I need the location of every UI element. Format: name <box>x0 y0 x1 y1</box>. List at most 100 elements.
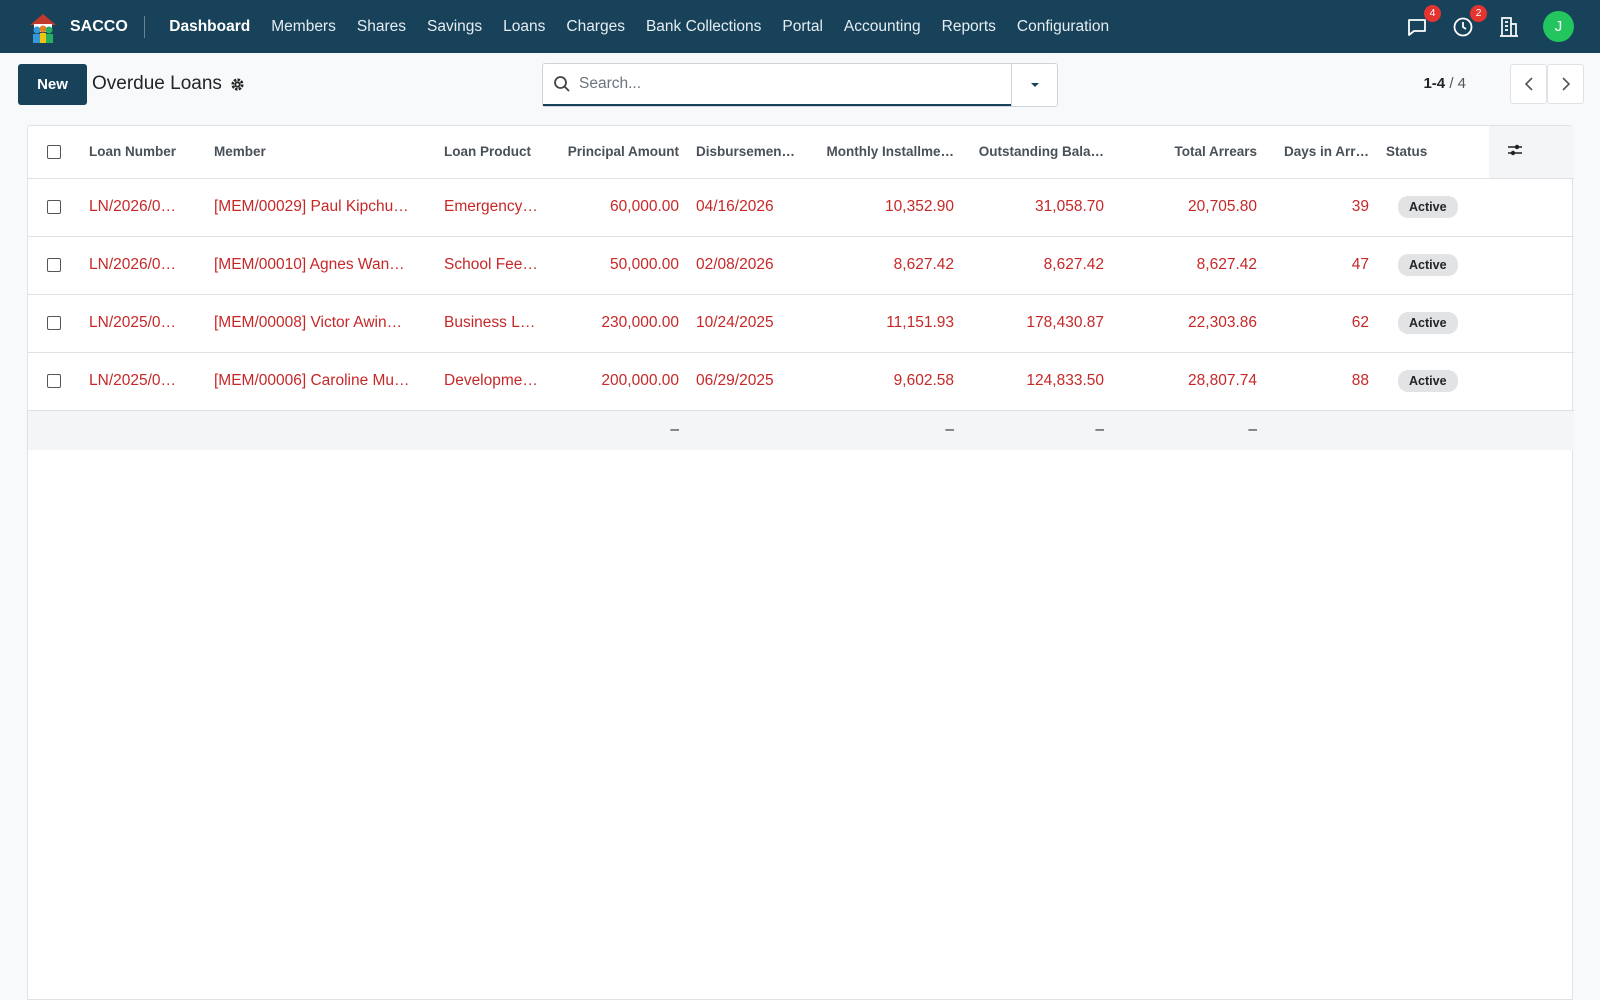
column-header[interactable]: Days in Arr… <box>1257 126 1369 179</box>
column-header[interactable]: Member <box>197 126 427 179</box>
search-input[interactable]: Search... <box>543 64 1011 106</box>
cell: 88 <box>1257 352 1369 411</box>
menu-item[interactable]: Bank Collections <box>645 17 762 35</box>
search-toggle[interactable] <box>1011 64 1057 106</box>
column-header[interactable]: Total Arrears <box>1104 126 1257 179</box>
gear[interactable] <box>230 77 245 92</box>
cell: 50,000.00 <box>539 236 679 295</box>
cell: Business L… <box>427 294 539 353</box>
status-cell: Active <box>1369 294 1489 353</box>
row-checkbox[interactable] <box>47 257 61 272</box>
cell: 31,058.70 <box>954 178 1104 237</box>
cell: 10,352.90 <box>814 178 954 237</box>
column-header[interactable]: Outstanding Bala… <box>954 126 1104 179</box>
company[interactable] <box>1497 15 1521 39</box>
row-end <box>1489 178 1574 237</box>
row-checkbox[interactable] <box>47 373 61 388</box>
cell: 04/16/2026 <box>679 178 814 237</box>
footer-total: – <box>1104 410 1257 450</box>
cell: 02/08/2026 <box>679 236 814 295</box>
table: Loan Number Member Loan Product Principal A… <box>28 126 1574 450</box>
cell: LN/2026/0… <box>72 236 197 295</box>
column-header[interactable]: Principal Amount <box>539 126 679 179</box>
menu-item[interactable]: Loans <box>503 17 546 35</box>
menu-item[interactable]: Reports <box>941 17 996 35</box>
footer-cell <box>1369 410 1489 450</box>
search-box: Search... <box>542 63 1058 107</box>
column-header[interactable]: Loan Number <box>72 126 197 179</box>
pager-total: 4 <box>1457 75 1466 92</box>
cell: [MEM/00008] Victor Awin… <box>197 294 427 353</box>
avatar[interactable]: J <box>1543 11 1574 42</box>
checkbox-cell <box>28 236 72 295</box>
cell: 28,807.74 <box>1104 352 1257 411</box>
menu-item[interactable]: Accounting <box>843 17 921 35</box>
cell: 39 <box>1257 178 1369 237</box>
table-row[interactable]: LN/2025/0… [MEM/00006] Caroline Mu… Develo… <box>28 352 1574 411</box>
cell: LN/2026/0… <box>72 178 197 237</box>
menu-item[interactable]: Savings <box>426 17 483 35</box>
cell: LN/2025/0… <box>72 294 197 353</box>
status-badge: Active <box>1398 254 1458 276</box>
menu: Dashboard Members Shares Savings Loans Charge… <box>159 18 1120 36</box>
row-checkbox[interactable] <box>47 199 61 214</box>
menu-item[interactable]: Portal <box>782 17 823 35</box>
cell: 11,151.93 <box>814 294 954 353</box>
row-end <box>1489 294 1574 353</box>
pager-separator: / <box>1449 75 1454 92</box>
menu-item[interactable]: Dashboard <box>169 17 251 35</box>
breadcrumb: Overdue Loans <box>92 73 245 95</box>
checkbox-cell <box>28 126 72 179</box>
cell: 62 <box>1257 294 1369 353</box>
cell: [MEM/00029] Paul Kipchu… <box>197 178 427 237</box>
list-view: Loan Number Member Loan Product Principal A… <box>27 125 1574 1000</box>
brand[interactable]: SACCO <box>26 13 145 43</box>
pager-prev[interactable] <box>1510 64 1547 104</box>
status-cell: Active <box>1369 236 1489 295</box>
footer-total: – <box>539 410 679 450</box>
pager: 1-4 / 4 <box>1423 75 1466 92</box>
cell: School Fee… <box>427 236 539 295</box>
cell: LN/2025/0… <box>72 352 197 411</box>
column-header[interactable]: Monthly Installme… <box>814 126 954 179</box>
cell: 22,303.86 <box>1104 294 1257 353</box>
systray: 4 2 J <box>1405 4 1574 42</box>
cell: 8,627.42 <box>814 236 954 295</box>
table-row[interactable]: LN/2026/0… [MEM/00010] Agnes Wan… School F… <box>28 236 1574 295</box>
menu-item[interactable]: Shares <box>356 17 406 35</box>
optional-columns[interactable] <box>1489 126 1574 179</box>
select-all[interactable] <box>47 145 61 160</box>
cell: 9,602.58 <box>814 352 954 411</box>
cell: 20,705.80 <box>1104 178 1257 237</box>
table-row[interactable]: LN/2026/0… [MEM/00029] Paul Kipchu… Emerge… <box>28 178 1574 237</box>
footer-cell <box>72 410 197 450</box>
column-header[interactable]: Loan Product <box>427 126 539 179</box>
message-badge: 4 <box>1424 4 1441 22</box>
menu-item[interactable]: Members <box>271 17 336 35</box>
brand-name: SACCO <box>70 17 128 35</box>
footer-total: – <box>954 410 1104 450</box>
messages[interactable]: 4 <box>1405 4 1441 39</box>
menu-item[interactable]: Configuration <box>1016 17 1110 35</box>
pager-range[interactable]: 1-4 <box>1423 75 1446 92</box>
cell: [MEM/00010] Agnes Wan… <box>197 236 427 295</box>
cell: 06/29/2025 <box>679 352 814 411</box>
footer-total: – <box>814 410 954 450</box>
row-checkbox[interactable] <box>47 315 61 330</box>
new-button[interactable]: New <box>18 64 87 105</box>
cell: 8,627.42 <box>1104 236 1257 295</box>
activity-badge: 2 <box>1470 4 1487 22</box>
footer-cell <box>1489 410 1574 450</box>
control-panel: New Overdue Loans Search... 1-4 / 4 <box>0 53 1600 115</box>
cell: 230,000.00 <box>539 294 679 353</box>
cell: 47 <box>1257 236 1369 295</box>
activities[interactable]: 2 <box>1451 4 1487 39</box>
column-header[interactable]: Disbursemen… <box>679 126 814 179</box>
status-badge: Active <box>1398 370 1458 392</box>
logo <box>30 13 56 43</box>
column-header[interactable]: Status <box>1369 126 1489 179</box>
cell: 10/24/2025 <box>679 294 814 353</box>
menu-item[interactable]: Charges <box>566 17 625 35</box>
pager-next[interactable] <box>1547 64 1584 104</box>
table-row[interactable]: LN/2025/0… [MEM/00008] Victor Awin… Busine… <box>28 294 1574 353</box>
